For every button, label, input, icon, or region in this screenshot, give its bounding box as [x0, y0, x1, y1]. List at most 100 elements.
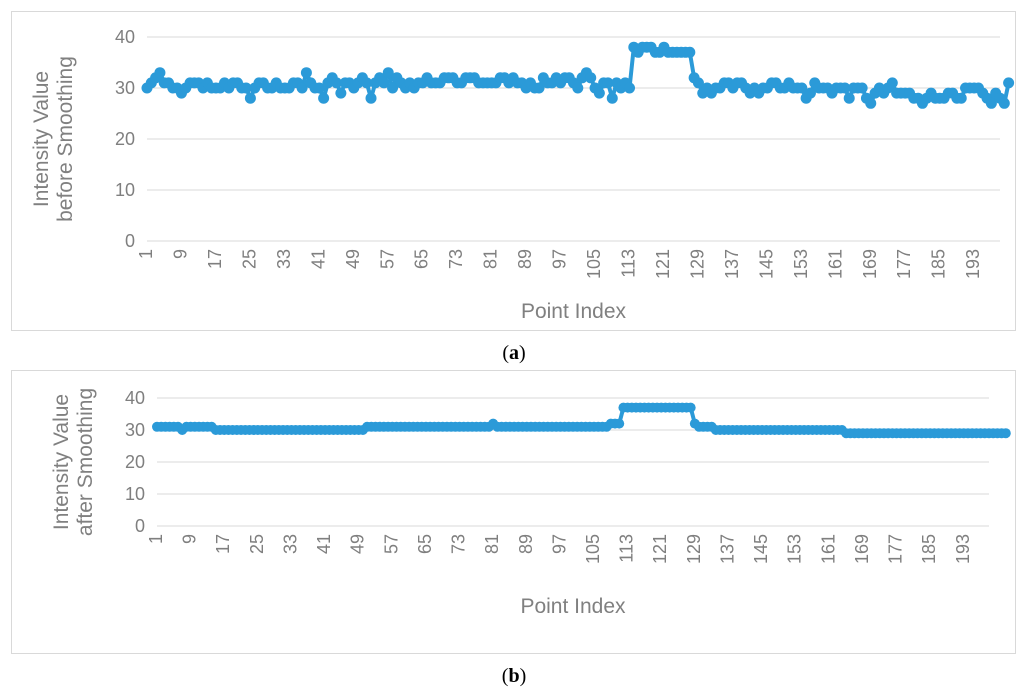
x-tick-label: 25: [239, 249, 259, 269]
x-tick-label: 97: [549, 534, 569, 554]
data-point: [692, 77, 704, 89]
x-tick-label: 177: [886, 534, 906, 564]
x-tick-label: 137: [722, 249, 742, 279]
y-tick-label: 0: [135, 516, 145, 536]
data-point: [572, 82, 584, 94]
data-point: [614, 418, 625, 429]
x-tick-label: 57: [377, 249, 397, 269]
x-tick-label: 193: [963, 249, 983, 279]
data-point: [387, 82, 399, 94]
x-tick-label: 105: [583, 534, 603, 564]
x-tick-label: 65: [415, 534, 435, 554]
data-point: [533, 82, 545, 94]
x-tick-label: 193: [953, 534, 973, 564]
x-axis-title: Point Index: [520, 595, 626, 618]
x-tick-label: 97: [550, 249, 570, 269]
x-tick-label: 113: [617, 534, 637, 563]
data-point: [685, 402, 696, 413]
x-tick-label: 41: [314, 534, 334, 554]
x-tick-label: 81: [481, 249, 501, 269]
data-point: [856, 82, 868, 94]
x-tick-label: 129: [687, 249, 707, 279]
x-tick-label: 65: [412, 249, 432, 269]
data-point: [331, 77, 343, 89]
y-tick-label: 10: [115, 180, 135, 200]
data-point: [684, 46, 696, 58]
x-tick-label: 121: [653, 249, 673, 279]
y-tick-label: 30: [125, 420, 145, 440]
data-point: [843, 92, 855, 104]
data-point: [998, 97, 1010, 109]
data-point: [318, 92, 330, 104]
x-tick-label: 49: [348, 534, 368, 554]
data-point: [593, 87, 605, 99]
data-point: [585, 72, 597, 84]
x-tick-label: 1: [136, 249, 156, 259]
data-point: [839, 82, 851, 94]
y-tick-label: 20: [115, 129, 135, 149]
x-tick-label: 105: [584, 249, 604, 279]
x-tick-label: 81: [482, 534, 502, 554]
data-point: [804, 87, 816, 99]
x-tick-label: 169: [852, 534, 872, 564]
x-tick-label: 9: [170, 249, 190, 259]
y-tick-label: 40: [115, 27, 135, 47]
x-tick-label: 17: [205, 249, 225, 269]
y-axis-title-line: Intensity Value: [50, 394, 73, 530]
data-point: [955, 92, 967, 104]
x-tick-label: 41: [308, 249, 328, 269]
y-axis-title-line: after Smoothing: [74, 388, 97, 536]
caption-a-label: a: [509, 342, 519, 364]
data-point: [796, 82, 808, 94]
x-tick-label: 145: [756, 249, 776, 279]
y-axis-title-line: Intensity Value: [30, 71, 53, 207]
caption-a: (a): [502, 342, 526, 364]
data-point: [244, 92, 256, 104]
x-tick-label: 185: [919, 534, 939, 564]
data-point: [382, 67, 394, 79]
y-tick-label: 30: [115, 78, 135, 98]
x-tick-label: 17: [213, 534, 233, 554]
data-point: [1003, 77, 1015, 89]
x-tick-label: 177: [894, 249, 914, 279]
data-point: [865, 97, 877, 109]
data-point: [154, 67, 166, 79]
caption-b: (b): [501, 665, 527, 687]
x-tick-label: 169: [860, 249, 880, 279]
data-point: [602, 77, 614, 89]
data-point: [886, 77, 898, 89]
x-tick-label: 113: [619, 249, 639, 278]
x-tick-label: 33: [280, 534, 300, 554]
y-tick-label: 20: [125, 452, 145, 472]
data-point: [240, 82, 252, 94]
y-tick-label: 10: [125, 484, 145, 504]
x-axis-title: Point Index: [521, 300, 627, 323]
data-point: [313, 82, 325, 94]
x-tick-label: 89: [515, 249, 535, 269]
x-tick-label: 185: [929, 249, 949, 279]
y-axis-title: Intensity Valuebefore Smoothing: [30, 56, 77, 222]
x-tick-label: 49: [343, 249, 363, 269]
chart-b-svg: 0 10 20 30 40 1 9 17 25 33 41 49 57 65 73 81 89 97 105 113 1…: [50, 388, 1011, 618]
x-tick-label: 129: [684, 534, 704, 564]
x-tick-label: 25: [247, 534, 267, 554]
x-tick-label: 73: [449, 534, 469, 554]
y-tick-label: 0: [125, 231, 135, 251]
x-tick-label: 153: [791, 249, 811, 279]
x-tick-label: 89: [516, 534, 536, 554]
caption-b-label: b: [508, 665, 520, 687]
data-point: [624, 82, 636, 94]
x-tick-label: 9: [180, 534, 200, 544]
x-tick-label: 161: [818, 534, 838, 564]
chart-a-svg: 0 10 20 30 40 1 9 17 25 33 41 49 57 65 73 81 89 97 105 113 1…: [30, 27, 1015, 323]
data-point: [300, 67, 312, 79]
data-point: [365, 92, 377, 104]
x-tick-label: 57: [381, 534, 401, 554]
x-tick-label: 73: [446, 249, 466, 269]
data-point: [1000, 428, 1011, 439]
x-tick-label: 161: [825, 249, 845, 279]
data-point: [296, 82, 308, 94]
x-tick-label: 145: [751, 534, 771, 564]
data-point: [606, 92, 618, 104]
x-tick-label: 153: [785, 534, 805, 564]
